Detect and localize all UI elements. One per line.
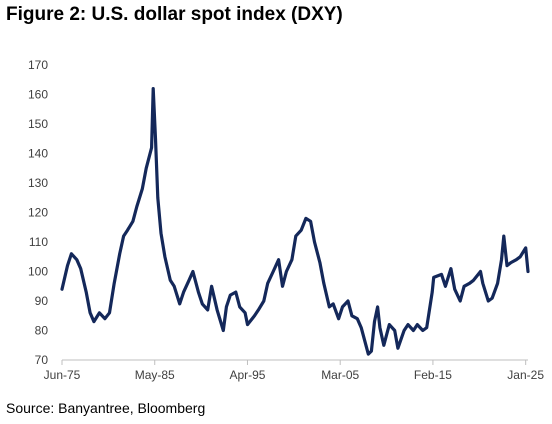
y-tick-label: 120 xyxy=(28,206,48,220)
y-tick-label: 140 xyxy=(28,147,48,161)
y-axis: 70 80 90 100 110 120 130 140 150 160 170 xyxy=(28,58,48,367)
x-tick-label: Mar-05 xyxy=(321,368,359,382)
y-tick-label: 90 xyxy=(35,294,49,308)
y-tick-label: 80 xyxy=(35,324,49,338)
series-line-dxy xyxy=(60,86,530,356)
x-axis: Jun-75 May-85 Apr-95 Mar-05 Feb-15 Jan-25 xyxy=(44,359,544,382)
y-tick-label: 150 xyxy=(28,117,48,131)
y-tick-label: 100 xyxy=(28,265,48,279)
x-tick-label: Jun-75 xyxy=(44,368,81,382)
y-tick-label: 110 xyxy=(29,235,48,249)
y-tick-label: 160 xyxy=(28,88,48,102)
plot-area xyxy=(60,86,530,356)
chart-title: Figure 2: U.S. dollar spot index (DXY) xyxy=(6,4,343,25)
line-chart: 70 80 90 100 110 120 130 140 150 160 170 Jun-75 May… xyxy=(28,58,544,382)
y-tick-label: 130 xyxy=(28,176,48,190)
source-note: Source: Banyantree, Bloomberg xyxy=(6,400,206,416)
y-tick-label: 70 xyxy=(35,353,49,367)
x-tick-label: May-85 xyxy=(135,368,175,382)
x-tick-label: Feb-15 xyxy=(414,368,452,382)
x-tick-label: Jan-25 xyxy=(507,368,544,382)
x-tick-label: Apr-95 xyxy=(229,368,265,382)
y-tick-label: 170 xyxy=(28,58,48,72)
